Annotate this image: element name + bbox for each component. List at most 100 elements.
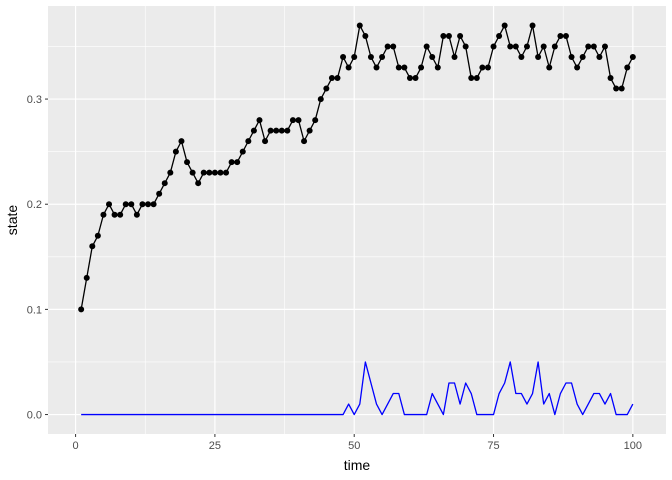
state-series-point — [362, 32, 369, 39]
state-series-point — [390, 43, 397, 50]
state-series-point — [551, 43, 558, 50]
y-axis: 0.0 0.1 0.2 0.3 — [27, 94, 48, 422]
state-series-point — [518, 54, 525, 60]
state-series-point — [289, 117, 296, 124]
state-series-point — [122, 201, 129, 208]
x-axis: 0 25 50 75 100 — [73, 434, 642, 452]
state-series-point — [234, 159, 241, 166]
state-series-point — [568, 54, 575, 60]
state-series-point — [200, 169, 207, 176]
state-series-point — [106, 201, 113, 208]
state-series-point — [189, 169, 196, 176]
state-series-point — [334, 75, 341, 82]
state-series-point — [356, 22, 363, 29]
state-series-point — [512, 43, 519, 50]
y-axis-title: state — [4, 205, 20, 236]
state-series-point — [133, 211, 140, 218]
state-series-point — [429, 54, 436, 60]
state-series-point — [406, 75, 413, 82]
state-series-point — [423, 43, 430, 50]
state-series-point — [117, 211, 124, 218]
plot-panel — [48, 6, 666, 434]
state-series-point — [613, 85, 620, 92]
state-series-point — [178, 138, 185, 145]
state-series-point — [540, 43, 547, 50]
y-tick-label: 0.1 — [27, 304, 42, 316]
state-series-point — [473, 75, 480, 82]
state-series-point — [78, 306, 85, 313]
state-series-point — [412, 75, 419, 82]
state-series-point — [217, 169, 224, 176]
state-series-point — [94, 232, 101, 239]
state-series-point — [462, 43, 469, 50]
state-series-point — [479, 64, 486, 71]
state-series-point — [445, 32, 452, 39]
state-series-point — [384, 43, 391, 50]
state-series-point — [373, 64, 380, 71]
state-series-point — [301, 138, 308, 145]
state-series-point — [501, 22, 508, 29]
state-series-point — [546, 64, 553, 71]
x-tick-label: 25 — [209, 440, 221, 452]
state-series-point — [278, 127, 285, 134]
state-series-point — [273, 127, 280, 134]
state-series-point — [172, 148, 179, 155]
state-series-point — [590, 43, 597, 50]
secondary-series-line — [81, 361, 634, 416]
state-series-point — [111, 211, 118, 218]
y-tick-label: 0.3 — [27, 94, 42, 106]
x-axis-title: time — [344, 457, 371, 473]
state-series-point — [629, 54, 636, 60]
state-series-point — [468, 75, 475, 82]
state-series-point — [340, 54, 347, 60]
state-series-point — [523, 43, 530, 50]
state-series-point — [345, 64, 352, 71]
state-series-point — [139, 201, 146, 208]
state-series-point — [401, 64, 408, 71]
state-series-point — [484, 64, 491, 71]
state-series-point — [490, 43, 497, 50]
state-series-point — [206, 169, 213, 176]
state-series-point — [579, 54, 586, 60]
state-series-point — [284, 127, 291, 134]
state-series-point — [223, 169, 230, 176]
state-series-point — [167, 169, 174, 176]
state-series-point — [312, 117, 319, 124]
state-series-point — [323, 85, 330, 92]
state-series-point — [529, 22, 536, 29]
y-tick-label: 0.2 — [27, 199, 42, 211]
state-series-point — [83, 274, 90, 281]
state-series-point — [596, 54, 603, 60]
state-series-point — [89, 243, 96, 250]
state-series-point — [128, 201, 135, 208]
state-series-point — [451, 54, 458, 60]
state-series-point — [574, 64, 581, 71]
state-series-point — [601, 43, 608, 50]
state-series-point — [496, 32, 503, 39]
state-series-point — [557, 32, 564, 39]
state-series-point — [351, 54, 358, 60]
state-series-point — [195, 180, 202, 187]
x-tick-label: 0 — [73, 440, 79, 452]
state-series-point — [262, 138, 269, 145]
state-series-point — [256, 117, 263, 124]
state-series-point — [306, 127, 313, 134]
state-series-point — [184, 159, 191, 166]
state-series-point — [395, 64, 402, 71]
x-tick-label: 75 — [487, 440, 499, 452]
state-series-point — [379, 54, 386, 60]
state-series-point — [267, 127, 274, 134]
state-series-line — [80, 24, 634, 310]
state-series-point — [328, 75, 335, 82]
state-series-point — [562, 32, 569, 39]
state-series-point — [228, 159, 235, 166]
x-tick-label: 50 — [348, 440, 360, 452]
state-series-point — [367, 54, 374, 60]
state-series-point — [457, 32, 464, 39]
state-series-point — [585, 43, 592, 50]
state-series-point — [624, 64, 631, 71]
state-series-point — [507, 43, 514, 50]
state-series-point — [317, 96, 324, 103]
state-series-point — [434, 64, 441, 71]
